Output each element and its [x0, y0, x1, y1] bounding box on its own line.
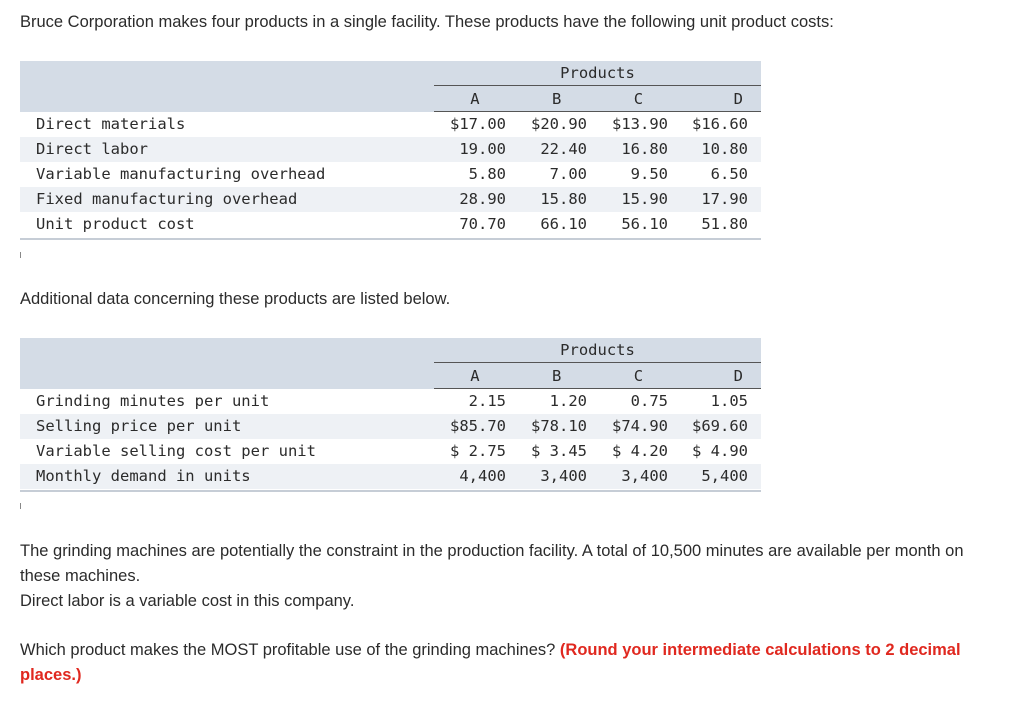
cell-value: 3,400	[621, 467, 668, 485]
unit-cost-table-header: Products A B C D	[20, 61, 761, 112]
header-rule	[434, 85, 761, 86]
column-header-b: B	[551, 367, 562, 385]
cell-value: 70.70	[459, 215, 506, 233]
header-rule	[434, 362, 761, 363]
cell-value: 51.80	[701, 215, 748, 233]
row-label: Selling price per unit	[36, 417, 242, 435]
products-group-header: Products	[560, 64, 635, 82]
header-rule	[434, 111, 761, 112]
question-text: Which product makes the MOST profitable …	[20, 638, 990, 688]
table-bottom-rule	[20, 490, 761, 492]
cell-value: 6.50	[710, 165, 748, 183]
cell-value: $ 3.45	[531, 442, 587, 460]
constraint-paragraph: The grinding machines are potentially th…	[20, 542, 964, 585]
header-rule	[434, 388, 761, 389]
table-row: Variable selling cost per unit $ 2.75 $ …	[20, 439, 761, 464]
cell-value: $ 4.90	[692, 442, 748, 460]
table-row: Variable manufacturing overhead 5.80 7.0…	[20, 162, 761, 187]
cell-value: $69.60	[692, 417, 748, 435]
products-group-header: Products	[560, 341, 635, 359]
cell-value: 5,400	[701, 467, 748, 485]
table-row: Fixed manufacturing overhead 28.90 15.80…	[20, 187, 761, 212]
unit-cost-table: Products A B C D Direct materials $17.00…	[20, 61, 761, 240]
product-columns: A B C D	[434, 87, 761, 111]
cell-value: 15.80	[540, 190, 587, 208]
cell-value: 7.00	[549, 165, 587, 183]
column-header-c: C	[633, 90, 644, 108]
cell-value: 5.80	[468, 165, 506, 183]
cell-value: 3,400	[540, 467, 587, 485]
row-label: Grinding minutes per unit	[36, 392, 270, 410]
cell-value: 10.80	[701, 140, 748, 158]
additional-data-table-header: Products A B C D	[20, 338, 761, 389]
table-row: Grinding minutes per unit 2.15 1.20 0.75…	[20, 389, 761, 414]
intro-text: Bruce Corporation makes four products in…	[20, 10, 990, 35]
row-label: Variable manufacturing overhead	[36, 165, 326, 183]
question-paragraph: Which product makes the MOST profitable …	[20, 638, 990, 688]
row-label: Monthly demand in units	[36, 467, 251, 485]
column-header-d: D	[733, 90, 743, 108]
cell-value: 56.10	[621, 215, 668, 233]
row-label: Variable selling cost per unit	[36, 442, 316, 460]
cell-value: 4,400	[459, 467, 506, 485]
additional-data-table: Products A B C D Grinding minutes per un…	[20, 338, 761, 492]
row-label: Unit product cost	[36, 215, 195, 233]
question: Which product makes the MOST profitable …	[20, 641, 556, 659]
cell-value: $16.60	[692, 115, 748, 133]
cell-value: 15.90	[621, 190, 668, 208]
cell-value: 2.15	[468, 392, 506, 410]
cell-value: $ 2.75	[450, 442, 506, 460]
additional-paragraph: Additional data concerning these product…	[20, 290, 451, 308]
cell-value: 16.80	[621, 140, 668, 158]
resize-tick	[20, 252, 21, 258]
row-label: Direct labor	[36, 140, 148, 158]
column-header-a: A	[470, 367, 480, 385]
column-header-c: C	[633, 367, 644, 385]
cell-value: $17.00	[450, 115, 506, 133]
row-label: Direct materials	[36, 115, 186, 133]
column-header-d: D	[733, 367, 743, 385]
table-bottom-rule	[20, 238, 761, 240]
intro-paragraph: Bruce Corporation makes four products in…	[20, 13, 834, 31]
cell-value: 22.40	[540, 140, 587, 158]
cell-value: $20.90	[531, 115, 587, 133]
cell-value: 1.20	[549, 392, 587, 410]
table-row: Direct materials $17.00 $20.90 $13.90 $1…	[20, 112, 761, 137]
cell-value: 1.05	[710, 392, 748, 410]
constraint-text: The grinding machines are potentially th…	[20, 539, 990, 614]
column-header-a: A	[470, 90, 480, 108]
table-row: Selling price per unit $85.70 $78.10 $74…	[20, 414, 761, 439]
additional-text: Additional data concerning these product…	[20, 287, 990, 312]
cell-value: 19.00	[459, 140, 506, 158]
cell-value: $ 4.20	[612, 442, 668, 460]
rounding-instruction: (Round your intermediate calculations to…	[20, 641, 961, 684]
cell-value: 17.90	[701, 190, 748, 208]
cell-value: $13.90	[612, 115, 668, 133]
table-row: Monthly demand in units 4,400 3,400 3,40…	[20, 464, 761, 489]
column-header-b: B	[551, 90, 562, 108]
table-row: Unit product cost 70.70 66.10 56.10 51.8…	[20, 212, 761, 237]
cell-value: 28.90	[459, 190, 506, 208]
cell-value: $85.70	[450, 417, 506, 435]
cell-value: 66.10	[540, 215, 587, 233]
cell-value: $74.90	[612, 417, 668, 435]
cell-value: 9.50	[630, 165, 668, 183]
table-row: Direct labor 19.00 22.40 16.80 10.80	[20, 137, 761, 162]
row-label: Fixed manufacturing overhead	[36, 190, 298, 208]
product-columns: A B C D	[434, 364, 761, 388]
resize-tick	[20, 503, 21, 509]
cell-value: 0.75	[630, 392, 668, 410]
labor-note: Direct labor is a variable cost in this …	[20, 592, 355, 610]
cell-value: $78.10	[531, 417, 587, 435]
